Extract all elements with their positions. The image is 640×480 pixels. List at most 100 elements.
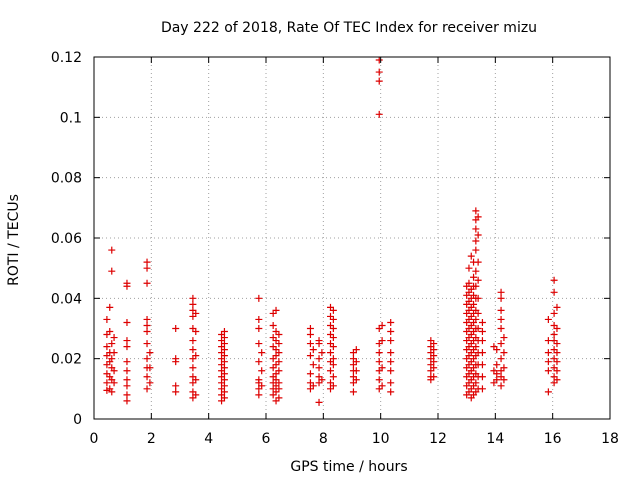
- data-point: [550, 331, 558, 339]
- data-point: [258, 367, 266, 375]
- x-tick-label: 12: [429, 431, 447, 447]
- data-point: [143, 385, 151, 393]
- data-point: [220, 352, 228, 360]
- data-point: [329, 306, 337, 314]
- data-point: [470, 273, 478, 281]
- x-tick-label: 18: [601, 431, 619, 447]
- y-tick-label: 0.04: [51, 291, 82, 307]
- data-point: [470, 300, 478, 308]
- data-point: [430, 352, 438, 360]
- data-point: [544, 367, 552, 375]
- data-point: [255, 358, 263, 366]
- data-point: [544, 349, 552, 357]
- data-point: [474, 258, 482, 266]
- data-point: [172, 355, 180, 363]
- data-point: [329, 334, 337, 342]
- data-point: [478, 337, 486, 345]
- grid-layer: [94, 57, 610, 419]
- data-point: [430, 358, 438, 366]
- data-point: [553, 325, 561, 332]
- data-point: [378, 337, 386, 345]
- data-point: [143, 258, 151, 266]
- data-point: [172, 325, 180, 332]
- data-point: [123, 279, 131, 287]
- data-point: [544, 358, 552, 366]
- data-point: [220, 358, 228, 366]
- data-point: [275, 379, 283, 387]
- data-point: [497, 382, 505, 390]
- data-point: [108, 355, 116, 363]
- data-point: [387, 358, 395, 366]
- data-point: [472, 343, 480, 351]
- data-point: [309, 346, 317, 354]
- data-point: [258, 349, 266, 357]
- data-point: [387, 388, 395, 396]
- data-point: [478, 385, 486, 393]
- data-point: [108, 267, 116, 275]
- y-tick-label: 0.1: [60, 110, 82, 126]
- data-point: [255, 376, 263, 384]
- x-tick-label: 4: [204, 431, 213, 447]
- data-point: [500, 376, 508, 384]
- y-axis-label: ROTI / TECUs: [6, 194, 22, 286]
- data-point: [553, 376, 561, 384]
- data-point: [275, 358, 283, 366]
- data-point: [430, 364, 438, 372]
- data-point: [352, 346, 360, 354]
- data-point: [500, 364, 508, 372]
- data-point: [349, 388, 357, 396]
- data-point: [497, 294, 505, 302]
- data-point: [143, 279, 151, 287]
- data-point: [220, 382, 228, 390]
- data-point: [497, 355, 505, 363]
- x-tick-label: 16: [544, 431, 562, 447]
- data-point: [478, 318, 486, 326]
- points-layer: [103, 56, 561, 406]
- data-point: [553, 340, 561, 348]
- data-point: [143, 373, 151, 381]
- data-point: [387, 379, 395, 387]
- data-point: [472, 225, 480, 233]
- y-tick-label: 0: [73, 412, 82, 428]
- data-point: [315, 398, 323, 406]
- data-point: [106, 303, 114, 311]
- data-point: [220, 364, 228, 372]
- data-point: [474, 213, 482, 221]
- data-point: [103, 315, 111, 323]
- data-point: [220, 394, 228, 402]
- data-point: [478, 373, 486, 381]
- y-tick-label: 0.12: [51, 50, 82, 66]
- data-point: [275, 385, 283, 393]
- x-tick-label: 2: [147, 431, 156, 447]
- data-point: [329, 373, 337, 381]
- data-point: [387, 318, 395, 326]
- data-point: [143, 264, 151, 272]
- data-point: [110, 334, 118, 342]
- data-point: [220, 328, 228, 336]
- data-point: [378, 382, 386, 390]
- data-point: [255, 340, 263, 348]
- data-point: [108, 340, 116, 348]
- data-point: [467, 252, 475, 260]
- data-point: [108, 388, 116, 396]
- data-point: [309, 382, 317, 390]
- data-point: [315, 364, 323, 372]
- data-point: [110, 379, 118, 387]
- data-point: [378, 364, 386, 372]
- data-point: [387, 328, 395, 336]
- data-point: [110, 367, 118, 375]
- data-point: [474, 294, 482, 302]
- x-tick-label: 10: [372, 431, 390, 447]
- data-point: [192, 309, 200, 317]
- data-point: [329, 361, 337, 369]
- data-point: [544, 388, 552, 396]
- y-tick-label: 0.08: [51, 171, 82, 187]
- data-point: [306, 370, 314, 378]
- data-point: [255, 294, 263, 302]
- data-point: [123, 337, 131, 345]
- data-point: [387, 367, 395, 375]
- data-point: [189, 300, 197, 308]
- data-point: [192, 376, 200, 384]
- data-point: [329, 355, 337, 363]
